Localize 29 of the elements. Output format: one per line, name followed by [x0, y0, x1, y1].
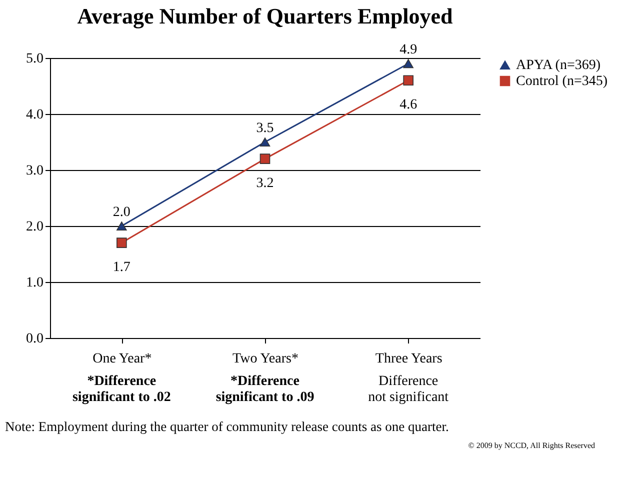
text: © 2009 by NCCD, All Rights Reserved — [468, 441, 595, 450]
point — [403, 75, 414, 86]
data-label: 1.7 — [112, 260, 130, 275]
legend-label: APYA (n=369) — [516, 58, 601, 73]
point — [260, 154, 270, 164]
point — [116, 238, 127, 248]
text: Note: Employment during the quarter of community release counts as one quarter. — [5, 419, 449, 434]
y-tick-label: 2.0 — [26, 220, 44, 234]
data-label: 4.6 — [400, 97, 418, 112]
x-tick-label: Three Years — [375, 352, 442, 366]
y-tick-label: 3.0 — [26, 164, 44, 178]
data-label: 3.5 — [256, 121, 274, 136]
point — [116, 221, 127, 231]
text: *Difference significant to .02 — [72, 374, 171, 405]
point — [403, 59, 414, 68]
data-label: 2.0 — [112, 205, 130, 220]
y-tick-label: 1.0 — [26, 276, 44, 290]
data-label: 3.2 — [256, 176, 274, 191]
y-tick-label: 0.0 — [26, 332, 44, 346]
text: *Difference significant to .09 — [216, 374, 314, 405]
chart-title: Average Number of Quarters Employed — [77, 4, 453, 29]
text: Difference not significant — [368, 374, 449, 405]
y-tick-label: 5.0 — [26, 52, 44, 66]
data-label: 4.9 — [400, 42, 418, 58]
legend-label: Control (n=345) — [516, 74, 608, 89]
point — [260, 137, 270, 147]
x-tick-label: Two Years* — [232, 352, 298, 366]
y-tick-label: 4.0 — [26, 108, 44, 122]
x-tick-label: One Year* — [92, 352, 152, 366]
